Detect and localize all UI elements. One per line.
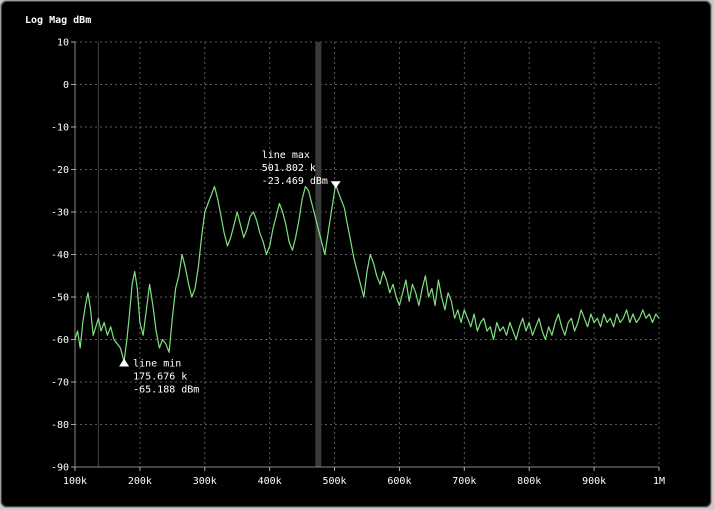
cursor-band <box>315 42 322 467</box>
x-tick-label: 900k <box>582 476 606 487</box>
y-tick-label: -70 <box>51 378 69 389</box>
min-marker-icon <box>119 358 130 367</box>
max-marker-icon <box>330 181 341 189</box>
x-tick-label: 700k <box>452 476 476 487</box>
y-tick-label: -10 <box>51 123 69 134</box>
x-tick-label: 1M <box>653 476 665 487</box>
y-tick-label: -20 <box>51 165 69 176</box>
x-tick-label: 400k <box>258 476 282 487</box>
x-tick-label: 800k <box>517 476 541 487</box>
y-tick-label: 10 <box>57 38 69 49</box>
line-max-annotation-line-0: line max <box>262 150 310 161</box>
line-max-annotation-line-1: 501.802 k <box>262 163 316 174</box>
x-tick-label: 100k <box>63 476 87 487</box>
x-tick-label: 500k <box>323 476 347 487</box>
y-tick-label: 0 <box>63 80 69 91</box>
line-min-annotation-line-2: -65.188 dBm <box>133 385 199 396</box>
y-tick-label: -30 <box>51 208 69 219</box>
line-min-annotation-line-0: line min <box>133 359 181 370</box>
x-tick-label: 300k <box>193 476 217 487</box>
y-tick-label: -60 <box>51 335 69 346</box>
line-min-annotation-line-1: 175.676 k <box>133 372 187 383</box>
y-tick-label: -50 <box>51 293 69 304</box>
y-tick-label: -80 <box>51 420 69 431</box>
x-tick-label: 600k <box>387 476 411 487</box>
line-max-annotation-line-2: -23.469 dBm <box>262 176 328 187</box>
y-tick-label: -40 <box>51 250 69 261</box>
y-tick-label: -90 <box>51 463 69 474</box>
x-tick-label: 200k <box>128 476 152 487</box>
chart-title: Log Mag dBm <box>25 15 92 26</box>
trace-line <box>74 183 660 363</box>
